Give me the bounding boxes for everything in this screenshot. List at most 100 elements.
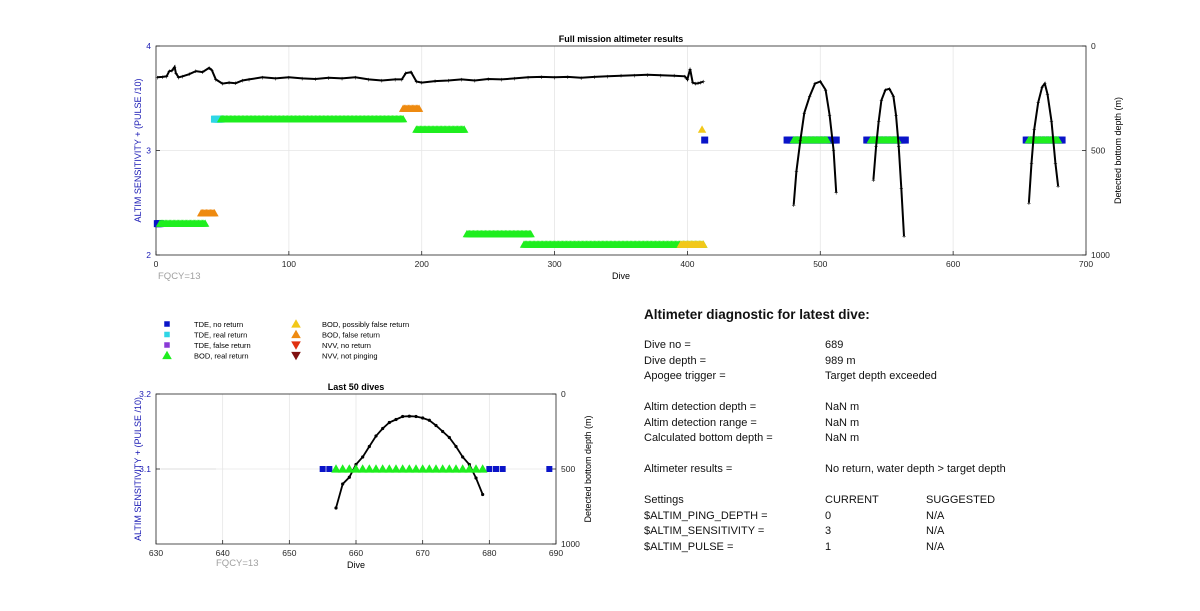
main-chart-depth-point: + <box>897 144 901 151</box>
main-chart-depth-point: + <box>187 72 191 79</box>
zoom-chart-depth-point <box>381 426 385 431</box>
main-chart-depth-point: + <box>877 119 881 126</box>
diagnostic-title: Altimeter diagnostic for latest dive: <box>644 307 870 322</box>
zoom-chart-bod-marker <box>477 464 488 473</box>
zoom-chart-title: Last 50 dives <box>328 382 385 392</box>
legend-label: BOD, false return <box>322 330 380 339</box>
main-chart-depth-point: + <box>173 64 177 71</box>
setting-name: $ALTIM_PULSE = <box>644 540 734 553</box>
setting-current: 1 <box>825 540 832 553</box>
zoom-chart-x-axis-label: Dive <box>347 560 365 570</box>
zoom-chart-y2-tick-label: 500 <box>561 464 575 474</box>
zoom-chart-depth-point <box>481 492 485 497</box>
setting-current: 3 <box>825 525 832 537</box>
main-chart-depth-point: + <box>874 144 878 151</box>
apogee-row: Apogee trigger = Target depth exceeded <box>644 369 1164 385</box>
zoom-chart-tde-marker <box>319 466 326 472</box>
main-chart-x-axis-label: Dive <box>612 271 630 281</box>
main-chart-depth-point: + <box>802 110 806 117</box>
zoom-chart-x-tick-label: 630 <box>149 548 163 558</box>
main-chart-depth-point: + <box>433 79 437 86</box>
main-chart-depth-line <box>1027 81 1060 203</box>
dive-depth-value: 989 m <box>825 354 856 367</box>
main-chart-depth-line <box>792 80 838 205</box>
legend-label: BOD, possibly false return <box>322 320 409 329</box>
main-chart-marker-bod-possibly-false <box>697 125 707 133</box>
legend-triangle-down-marker <box>291 351 301 361</box>
main-chart-depth-point: + <box>247 77 251 84</box>
main-chart-x-tick-label: 300 <box>547 259 561 269</box>
zoom-chart-bod-marker <box>371 464 381 473</box>
main-chart-depth-point: + <box>260 75 264 82</box>
main-chart-depth-point: + <box>526 75 530 82</box>
main-chart-x-tick-label: 0 <box>154 259 159 269</box>
main-chart-depth-point: + <box>813 81 817 88</box>
main-chart-depth-point: + <box>1032 127 1036 134</box>
main-chart-depth-point: + <box>1045 92 1049 99</box>
detection-depth-value: NaN m <box>825 401 860 413</box>
zoom-chart-depth-point <box>454 444 458 449</box>
zoom-chart-x-tick-label: 650 <box>282 548 296 558</box>
main-chart-depth-point: + <box>210 68 214 75</box>
apogee-value: Target depth exceeded <box>825 370 937 382</box>
zoom-chart-depth-point <box>461 455 465 459</box>
zoom-chart-y-axis-label: ALTIM SENSITIVITY + (PULSE /10) <box>133 397 143 541</box>
main-chart-depth-point: + <box>828 112 832 119</box>
zoom-chart-depth-point <box>347 475 351 479</box>
main-chart-marker-bod-real <box>398 114 408 123</box>
main-chart-depth-point: + <box>619 73 623 80</box>
altimeter-diagnostic-panel: Altimeter diagnostic for latest dive: Di… <box>644 307 1164 555</box>
main-chart-depth-point: + <box>400 77 404 84</box>
main-chart-marker-tde-none <box>1058 136 1066 144</box>
zoom-chart-bod-marker <box>451 464 461 473</box>
zoom-chart-bod-marker <box>384 464 395 473</box>
calc-bottom-row: Calculated bottom depth = NaN m <box>644 431 1164 447</box>
zoom-chart-bod-marker <box>417 464 428 473</box>
zoom-chart-bod-marker <box>331 464 341 473</box>
zoom-chart-tde-marker <box>486 466 493 472</box>
legend-label: BOD, real return <box>194 351 249 360</box>
main-chart-y-tick-label: 3 <box>146 146 151 156</box>
zoom-chart-bod-marker <box>437 464 448 473</box>
main-chart-depth-point: + <box>1043 81 1047 88</box>
main-chart-depth-point: + <box>486 77 490 84</box>
detection-depth-label: Altim detection depth = <box>644 401 757 413</box>
main-chart-marker-bod-false <box>210 209 219 217</box>
main-chart-y-axis-label: ALTIM SENSITIVITY + (PULSE /10) <box>133 79 143 223</box>
main-chart-depth-point: + <box>792 202 796 209</box>
main-chart-depth-point: + <box>393 77 397 84</box>
main-chart-depth-point: + <box>672 73 676 80</box>
main-chart-depth-point: + <box>579 75 583 82</box>
zoom-chart-y2-tick-label: 1000 <box>561 539 580 549</box>
zoom-chart-bod-marker <box>377 464 388 473</box>
zoom-chart-bod-marker <box>404 464 415 473</box>
calc-bottom-label: Calculated bottom depth = <box>644 432 773 444</box>
apogee-label: Apogee trigger = <box>644 370 726 382</box>
legend-label: NVV, no return <box>322 341 371 350</box>
zoom-chart-bod-marker <box>411 464 421 473</box>
main-chart-y-tick-label: 2 <box>146 250 151 260</box>
setting-current: 0 <box>825 509 832 522</box>
main-chart-depth-point: + <box>891 94 895 101</box>
main-chart-depth-point: + <box>177 75 181 82</box>
setting-suggested: N/A <box>926 540 945 553</box>
main-chart-depth-point: + <box>313 77 317 84</box>
main-chart-depth-point: + <box>513 76 517 83</box>
zoom-chart-x-tick-label: 660 <box>349 548 363 558</box>
results-row: Altimeter results = No return, water dep… <box>644 462 1164 478</box>
main-chart-depth-point: + <box>1056 184 1060 191</box>
main-chart-depth-point: + <box>887 86 891 93</box>
main-chart-depth-point: + <box>473 78 477 85</box>
settings-label: Settings <box>644 494 684 506</box>
legend-square-marker <box>164 321 170 327</box>
legend-label: NVV, not pinging <box>322 351 378 360</box>
main-chart-depth-point: + <box>1029 161 1033 168</box>
zoom-chart-tde-marker <box>326 466 333 472</box>
main-chart-depth-point: + <box>1053 161 1057 168</box>
main-chart-depth-point: + <box>1036 100 1040 107</box>
settings-header-row: Settings CURRENT SUGGESTED <box>644 493 1164 509</box>
main-chart-depth-point: + <box>883 87 887 94</box>
setting-name: $ALTIM_SENSITIVITY = <box>644 525 765 537</box>
main-chart-depth-point: + <box>200 70 204 77</box>
setting-suggested: N/A <box>926 525 945 537</box>
